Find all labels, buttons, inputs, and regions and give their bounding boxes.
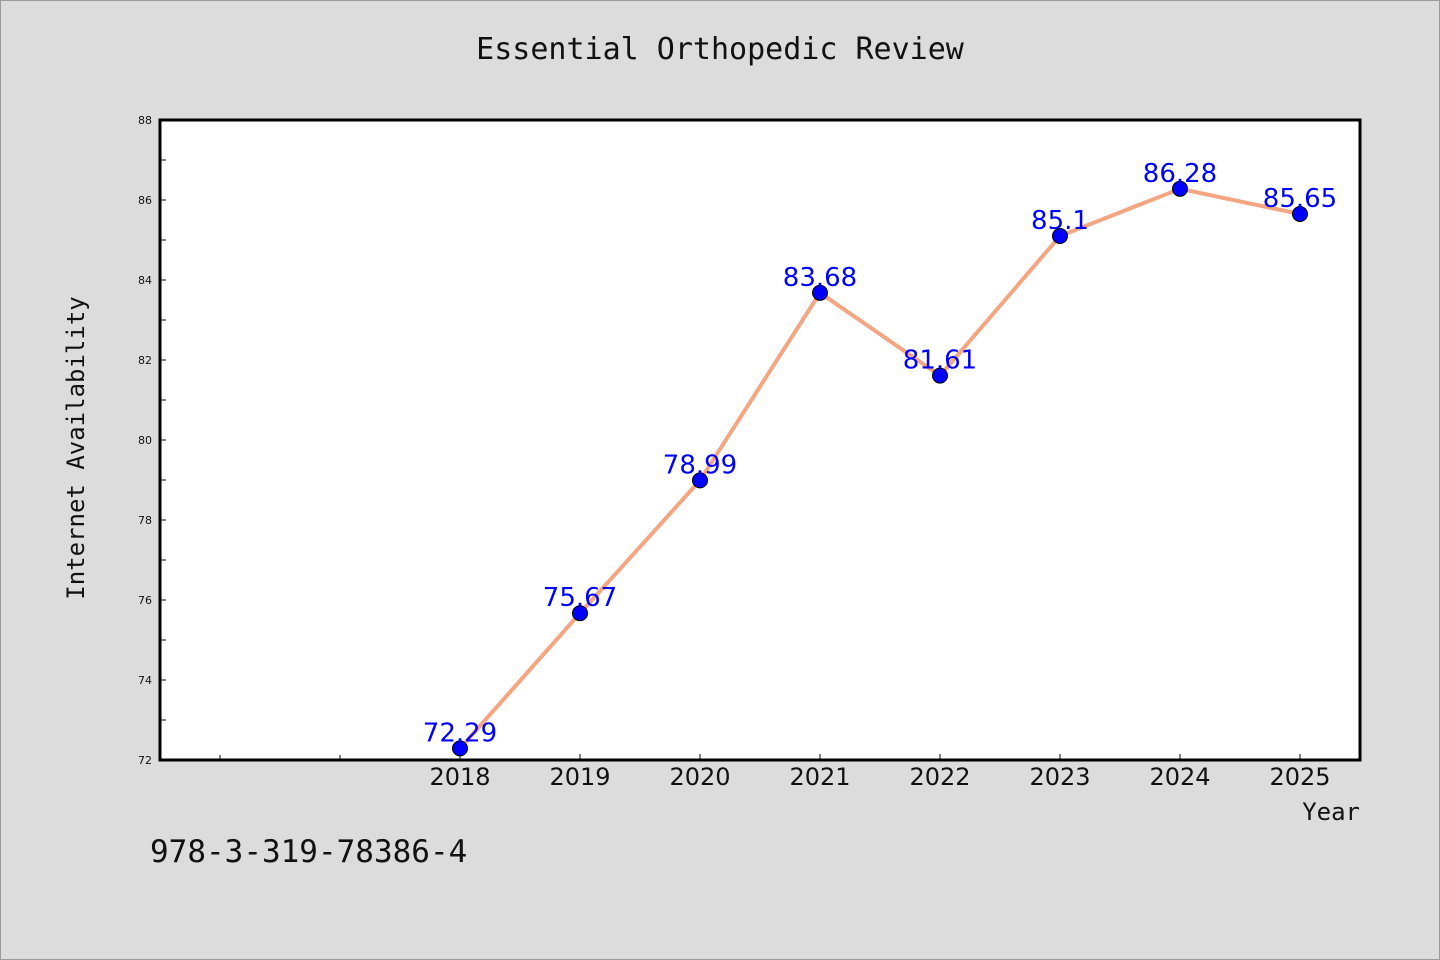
data-point (1292, 206, 1308, 222)
y-tick-label: 74 (138, 674, 152, 687)
isbn-label: 978-3-319-78386-4 (150, 834, 468, 870)
y-tick-label: 86 (138, 194, 152, 207)
x-axis-label: Year (1302, 798, 1360, 826)
data-point (1172, 180, 1188, 197)
data-point (692, 472, 708, 489)
x-tick-label: 2019 (549, 763, 610, 791)
data-label: 86.28 (1143, 159, 1217, 189)
chart-title: Essential Orthopedic Review (476, 32, 964, 67)
data-label: 72.29 (423, 718, 497, 748)
series-line-group: 72.29 75.67 78.99 83.68 81.61 85.1 86.28 85.65 (423, 159, 1337, 757)
y-axis-ticks: 72 74 76 78 80 82 84 86 88 (138, 114, 166, 767)
y-axis-label: Internet Availability (62, 296, 90, 599)
y-tick-label: 78 (138, 514, 152, 527)
data-label: 83.68 (783, 263, 857, 293)
x-tick-label: 2021 (789, 763, 850, 791)
data-label: 78.99 (663, 450, 737, 480)
x-tick-label: 2020 (669, 763, 730, 791)
x-tick-label: 2022 (909, 763, 970, 791)
data-point (452, 740, 468, 757)
y-tick-label: 88 (138, 114, 152, 127)
y-tick-label: 76 (138, 594, 152, 607)
x-tick-label: 2025 (1269, 763, 1330, 791)
data-point (932, 367, 948, 384)
data-label: 85.1 (1031, 206, 1089, 236)
data-point (812, 284, 828, 301)
y-tick-label: 84 (138, 274, 152, 287)
plot-area (158, 118, 1362, 762)
y-tick-label: 80 (138, 434, 152, 447)
x-axis-ticks: 2018 2019 2020 2021 2022 2023 2024 2025 (219, 754, 1331, 791)
series-line (458, 186, 1302, 751)
y-tick-label: 72 (138, 754, 152, 767)
data-point (572, 605, 588, 622)
x-tick-label: 2024 (1149, 763, 1210, 791)
y-tick-label: 82 (138, 354, 152, 367)
data-label: 85.65 (1263, 184, 1337, 214)
x-tick-label: 2023 (1029, 763, 1090, 791)
data-label: 81.61 (903, 346, 977, 376)
data-label: 75.67 (543, 583, 617, 613)
x-tick-label: 2018 (429, 763, 490, 791)
data-point (1052, 228, 1068, 244)
